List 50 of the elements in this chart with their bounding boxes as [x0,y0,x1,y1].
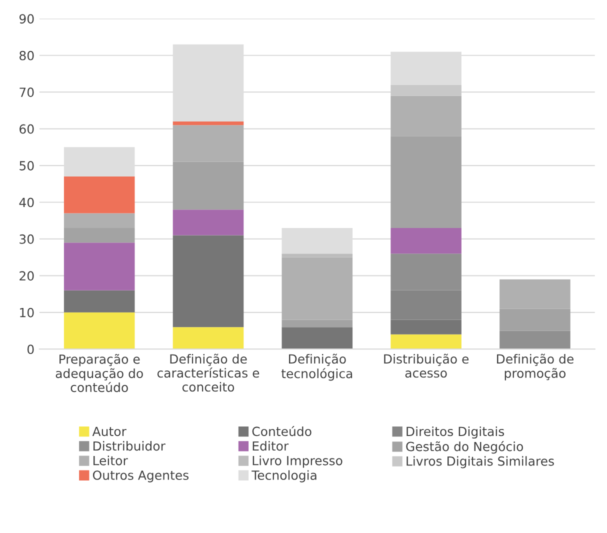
bar [64,312,135,350]
y-tick-label: 90 [19,14,34,24]
x-tick-label: Distribuição e acesso [384,354,469,378]
legend-label: Tecnologia [252,470,316,482]
bar [500,279,570,309]
legend-label: Leitor [93,456,128,466]
bar [390,334,462,350]
y-tick-label: 20 [20,271,34,281]
y-tick-label: 80 [20,50,34,60]
bar [390,228,462,254]
legend-label: Gestão do Negócio [406,441,524,454]
bar [390,96,462,136]
bar [64,176,135,214]
bar [500,308,570,331]
bar [282,320,353,328]
y-tick-label: 40 [19,198,34,208]
legend-label: Livros Digitais Similares [406,456,554,468]
legend-label: Livro Impresso [252,456,342,468]
x-tick-label: Preparação e adequação do conteúdo [56,354,143,392]
bar [172,210,244,236]
x-tick-label: Definição de promoção [497,354,574,380]
x-tick-label: Definição tecnológica [281,354,352,381]
bar [172,162,244,210]
bar [282,327,353,350]
y-tick-label: 60 [20,124,34,134]
bar [64,228,135,243]
bar [172,327,244,350]
y-tick-label: 30 [20,234,34,244]
bar [172,121,244,126]
bar [390,84,462,96]
bar [282,257,353,320]
bar [390,320,462,334]
legend-label: Editor [252,441,289,451]
bar [172,125,244,162]
bar [64,242,135,290]
bar [172,235,244,328]
bar [500,330,570,350]
y-tick-label: 70 [20,88,34,98]
y-tick-label: 10 [20,308,34,318]
legend-label: Conteúdo [252,426,312,436]
x-tick-label: Definição de características e conceito [157,354,260,392]
y-tick-label: 0 [27,344,34,354]
legend-label: Outros Agentes [92,470,189,482]
bar [64,290,135,312]
legend-label: Direitos Digitais [406,426,504,439]
y-tick-label: 50 [20,161,34,170]
legend-label: Autor [92,426,126,436]
legend-label: Distribuidor [93,441,166,451]
bar [64,213,135,228]
bar [390,136,462,228]
